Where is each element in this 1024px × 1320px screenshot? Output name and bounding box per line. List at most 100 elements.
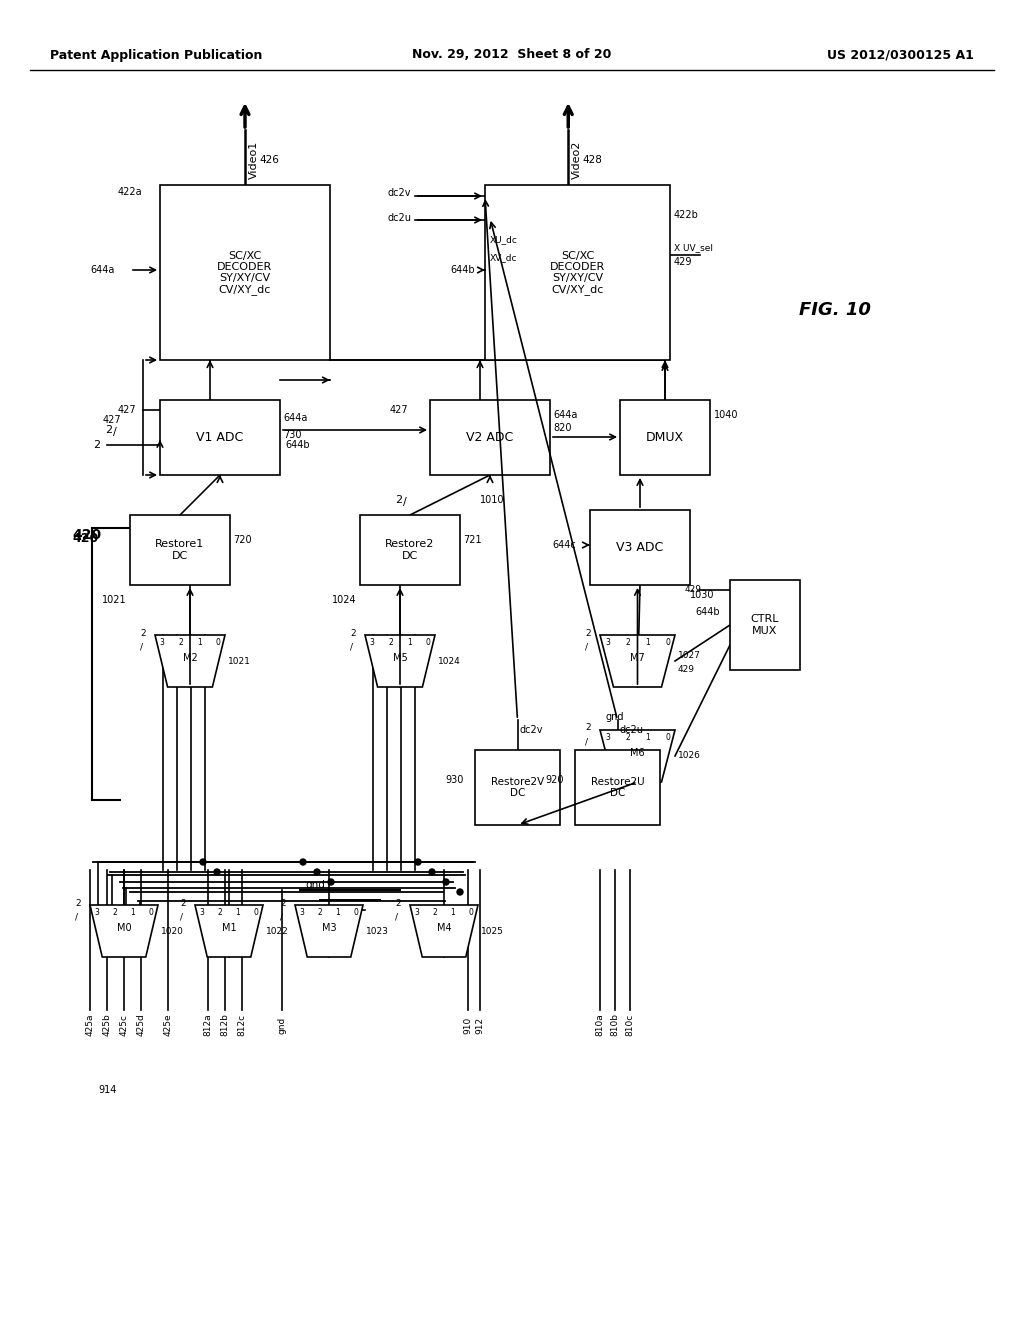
Text: 1: 1 bbox=[197, 639, 202, 647]
Text: 1010: 1010 bbox=[480, 495, 505, 506]
Text: 2: 2 bbox=[217, 908, 222, 917]
Text: Patent Application Publication: Patent Application Publication bbox=[50, 49, 262, 62]
Text: /: / bbox=[140, 643, 143, 652]
Text: 644b: 644b bbox=[695, 607, 720, 616]
Text: 1027: 1027 bbox=[678, 651, 700, 660]
Circle shape bbox=[214, 869, 220, 875]
Text: 2: 2 bbox=[180, 899, 185, 908]
Text: 912: 912 bbox=[475, 1016, 484, 1034]
Text: 2: 2 bbox=[113, 908, 118, 917]
Bar bbox=[160, 400, 280, 475]
Text: 2: 2 bbox=[178, 639, 183, 647]
Text: CV/XY_dc: CV/XY_dc bbox=[219, 284, 271, 294]
Text: 1: 1 bbox=[236, 908, 241, 917]
Text: 0: 0 bbox=[148, 908, 154, 917]
Text: dc2u: dc2u bbox=[620, 725, 643, 735]
Text: M5: M5 bbox=[392, 653, 408, 664]
Text: 429: 429 bbox=[685, 586, 702, 594]
Text: 3: 3 bbox=[94, 908, 99, 917]
Text: 425a: 425a bbox=[85, 1014, 94, 1036]
Text: 2: 2 bbox=[105, 425, 112, 436]
Text: 1020: 1020 bbox=[161, 927, 184, 936]
Text: /: / bbox=[280, 912, 283, 921]
Text: M1: M1 bbox=[221, 924, 237, 933]
Bar bbox=[575, 750, 660, 825]
Text: 3: 3 bbox=[370, 639, 375, 647]
Text: M6: M6 bbox=[630, 748, 645, 759]
Text: DC: DC bbox=[172, 550, 188, 561]
Text: 1022: 1022 bbox=[266, 927, 289, 936]
Text: 1: 1 bbox=[131, 908, 135, 917]
Polygon shape bbox=[600, 635, 675, 686]
Text: 920: 920 bbox=[545, 775, 563, 785]
Text: dc2v: dc2v bbox=[388, 187, 412, 198]
Text: 644a: 644a bbox=[90, 265, 115, 275]
Text: SC/XC: SC/XC bbox=[561, 251, 594, 261]
Text: 810a: 810a bbox=[596, 1014, 604, 1036]
Text: Video1: Video1 bbox=[249, 141, 259, 180]
Text: 930: 930 bbox=[445, 775, 464, 785]
Text: 3: 3 bbox=[605, 639, 610, 647]
Text: 1040: 1040 bbox=[714, 411, 738, 420]
Text: 1: 1 bbox=[451, 908, 456, 917]
Text: 721: 721 bbox=[463, 535, 481, 545]
Text: DECODER: DECODER bbox=[217, 261, 272, 272]
Text: DECODER: DECODER bbox=[550, 261, 605, 272]
Text: 1: 1 bbox=[645, 734, 650, 742]
Text: X UV_sel: X UV_sel bbox=[674, 243, 713, 252]
Text: 812a: 812a bbox=[204, 1014, 213, 1036]
Text: 422b: 422b bbox=[674, 210, 698, 220]
Bar bbox=[130, 515, 230, 585]
Text: 910: 910 bbox=[464, 1016, 472, 1034]
Text: 426: 426 bbox=[259, 154, 279, 165]
Circle shape bbox=[457, 888, 463, 895]
Text: /: / bbox=[403, 498, 407, 507]
Circle shape bbox=[429, 869, 435, 875]
Text: 2: 2 bbox=[625, 639, 630, 647]
Circle shape bbox=[200, 859, 206, 865]
Text: 425d: 425d bbox=[136, 1014, 145, 1036]
Text: MUX: MUX bbox=[753, 626, 777, 636]
Text: SC/XC: SC/XC bbox=[228, 251, 261, 261]
Text: SY/XY/CV: SY/XY/CV bbox=[219, 273, 270, 282]
Circle shape bbox=[300, 859, 306, 865]
Text: Video2: Video2 bbox=[572, 141, 583, 180]
Text: 3: 3 bbox=[200, 908, 204, 917]
Text: V3 ADC: V3 ADC bbox=[616, 541, 664, 554]
Text: dc2u: dc2u bbox=[388, 213, 412, 223]
Text: 644b: 644b bbox=[450, 265, 475, 275]
Text: 3: 3 bbox=[415, 908, 419, 917]
Text: 0: 0 bbox=[469, 908, 474, 917]
Text: SY/XY/CV: SY/XY/CV bbox=[552, 273, 603, 282]
Text: 1: 1 bbox=[407, 639, 412, 647]
Text: M3: M3 bbox=[322, 924, 336, 933]
Text: 0: 0 bbox=[353, 908, 358, 917]
Text: 2: 2 bbox=[625, 734, 630, 742]
Bar bbox=[475, 750, 560, 825]
Text: 2: 2 bbox=[388, 639, 393, 647]
Text: /: / bbox=[395, 912, 398, 921]
Text: 820: 820 bbox=[553, 422, 571, 433]
Text: 2: 2 bbox=[75, 899, 81, 908]
Text: 3: 3 bbox=[605, 734, 610, 742]
Text: 2: 2 bbox=[140, 628, 145, 638]
Text: 1: 1 bbox=[645, 639, 650, 647]
Text: 427: 427 bbox=[103, 414, 122, 425]
Text: 1021: 1021 bbox=[102, 595, 127, 605]
Text: 0: 0 bbox=[665, 734, 670, 742]
Text: XU_dc: XU_dc bbox=[490, 235, 518, 244]
Text: DMUX: DMUX bbox=[646, 432, 684, 444]
Text: /: / bbox=[585, 738, 588, 747]
Text: 1021: 1021 bbox=[228, 656, 251, 665]
Text: 429: 429 bbox=[674, 257, 692, 267]
Text: 0: 0 bbox=[254, 908, 259, 917]
Text: 427: 427 bbox=[390, 405, 409, 414]
Text: 812c: 812c bbox=[238, 1014, 247, 1036]
Text: 2: 2 bbox=[395, 495, 402, 506]
Text: 0: 0 bbox=[216, 639, 220, 647]
Text: FIG. 10: FIG. 10 bbox=[799, 301, 871, 319]
Text: 1: 1 bbox=[336, 908, 340, 917]
Polygon shape bbox=[410, 906, 478, 957]
Text: 720: 720 bbox=[233, 535, 252, 545]
Polygon shape bbox=[90, 906, 158, 957]
